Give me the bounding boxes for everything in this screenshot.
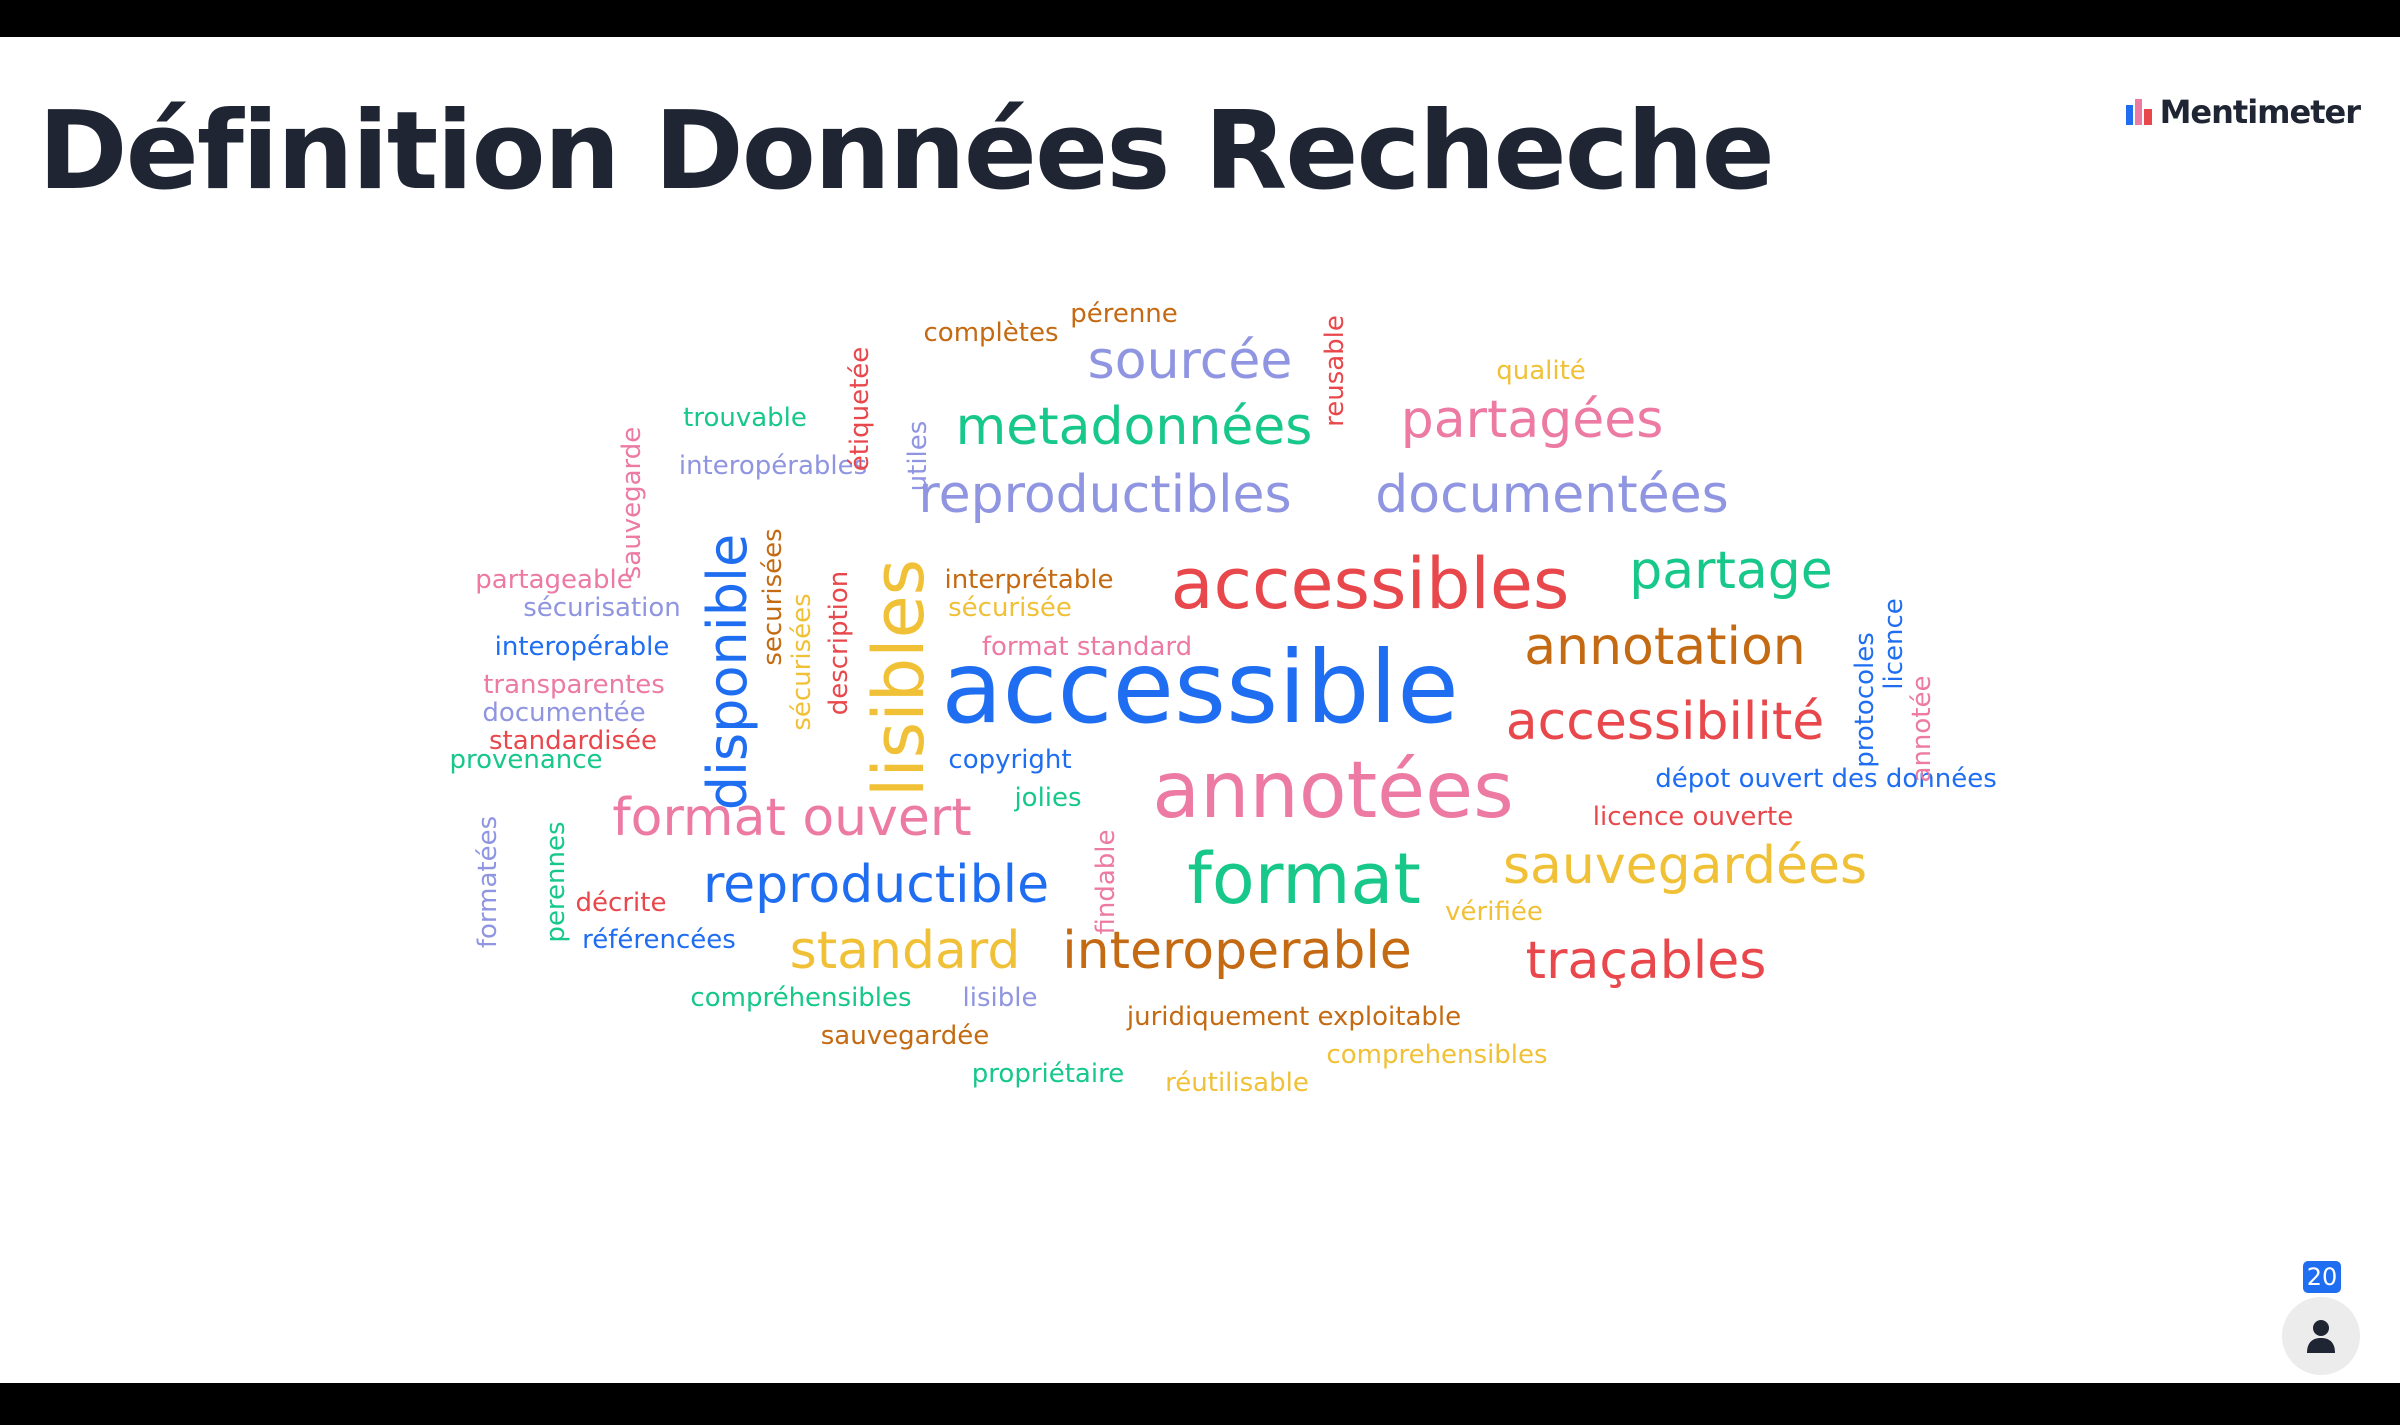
cloud-word: annotée [1907, 675, 1937, 783]
bottom-bar [0, 1383, 2400, 1425]
participants-widget: 20 [2282, 1261, 2360, 1377]
cloud-word: lisibles [858, 558, 940, 798]
cloud-word: transparentes [483, 670, 665, 700]
cloud-word: compréhensibles [690, 983, 912, 1013]
cloud-word: interopérables [678, 451, 868, 481]
cloud-word: complètes [923, 318, 1059, 348]
word-cloud: accessible annotées accessibles format lisib… [0, 37, 2400, 1383]
page-title: Définition Données Recheche [38, 89, 1775, 214]
cloud-word: partagées [1400, 390, 1664, 450]
cloud-word: interprétable [944, 565, 1114, 595]
cloud-word: documentée [482, 698, 646, 728]
participant-count-badge: 20 [2303, 1261, 2341, 1293]
cloud-word: décrite [575, 888, 667, 918]
cloud-word: sécurisée [948, 593, 1072, 623]
cloud-word: sourcée [1087, 331, 1293, 391]
slide: Définition Données Recheche Mentimeter a… [0, 37, 2400, 1383]
cloud-word: protocoles [1850, 632, 1880, 768]
cloud-word: perennes [541, 821, 571, 943]
cloud-word: sauvegardée [820, 1021, 990, 1051]
cloud-word: reproductible [702, 855, 1050, 915]
cloud-word: securisées [758, 528, 788, 666]
participants-button[interactable] [2282, 1297, 2360, 1375]
cloud-word: disponible [696, 533, 759, 811]
cloud-word: standardisée [488, 726, 658, 756]
cloud-word: accessibilité [1505, 692, 1825, 752]
cloud-word: format [1187, 838, 1421, 920]
cloud-word: partage [1629, 541, 1833, 601]
cloud-word: réutilisable [1165, 1068, 1309, 1098]
cloud-word: utiles [903, 420, 933, 492]
person-icon [2307, 1320, 2335, 1353]
cloud-word: accessible [941, 629, 1459, 746]
cloud-word: interopérable [494, 632, 670, 662]
cloud-word: partageable [475, 565, 633, 595]
cloud-word: dépot ouvert des données [1655, 764, 1997, 794]
cloud-word: formatées [473, 815, 503, 949]
cloud-word: jolies [1014, 783, 1082, 813]
cloud-word: traçables [1525, 931, 1767, 991]
cloud-word: reproductibles [918, 465, 1292, 525]
cloud-word: sécurisées [787, 593, 817, 731]
cloud-word: trouvable [683, 403, 807, 433]
mentimeter-logo-icon [2125, 99, 2152, 125]
cloud-word: étiquetée [845, 346, 875, 472]
cloud-word: provenance [449, 745, 603, 775]
cloud-word: copyright [948, 745, 1072, 775]
cloud-word: juridiquement exploitable [1126, 1002, 1462, 1032]
cloud-word: sauvegardées [1502, 836, 1868, 896]
cloud-word: sécurisation [523, 593, 681, 623]
cloud-word: licence [1879, 598, 1909, 690]
cloud-word: qualité [1496, 356, 1586, 386]
cloud-word: sauvegarde [617, 426, 647, 580]
cloud-word: pérenne [1070, 299, 1178, 329]
brand-name: Mentimeter [2159, 93, 2361, 131]
cloud-word: comprehensibles [1326, 1040, 1548, 1070]
cloud-word: format ouvert [612, 788, 972, 848]
cloud-word: standard [789, 921, 1021, 981]
cloud-word: accessibles [1170, 543, 1570, 625]
cloud-word: propriétaire [971, 1059, 1125, 1089]
cloud-word: findable [1091, 829, 1121, 935]
cloud-word: vérifiée [1445, 897, 1543, 927]
cloud-word: interoperable [1062, 921, 1412, 981]
cloud-word: lisible [962, 983, 1038, 1013]
cloud-word: description [824, 570, 854, 716]
cloud-word: metadonnées [955, 397, 1313, 457]
cloud-word: annotation [1524, 617, 1806, 677]
cloud-word: annotées [1152, 746, 1514, 836]
cloud-word: documentées [1375, 465, 1729, 525]
brand-logo: Mentimeter [2125, 93, 2361, 131]
cloud-word: référencées [582, 925, 736, 955]
cloud-word: licence ouverte [1592, 802, 1794, 832]
cloud-word: format standard [981, 632, 1193, 662]
cloud-word: reusable [1320, 315, 1350, 427]
